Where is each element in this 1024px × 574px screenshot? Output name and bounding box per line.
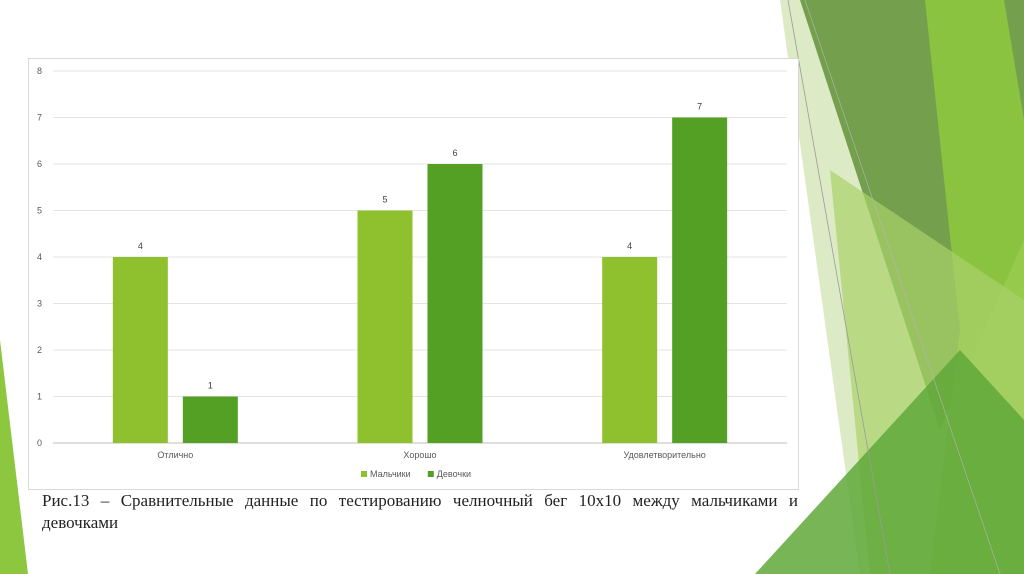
x-tick-label: Хорошо [403, 450, 436, 460]
legend-label: Девочки [437, 469, 471, 479]
legend-swatch [427, 471, 434, 477]
bar [427, 164, 483, 443]
y-axis-ticks: 0 1 2 3 4 5 6 7 8 [37, 66, 42, 448]
x-tick-label: Отлично [157, 450, 193, 460]
bar [672, 117, 728, 443]
legend: Мальчики Девочки [361, 469, 471, 479]
deco-line-2 [804, 0, 1001, 574]
data-label: 7 [697, 102, 702, 112]
y-tick-label: 4 [37, 252, 42, 262]
y-tick-label: 5 [37, 206, 42, 216]
y-tick-label: 7 [37, 113, 42, 123]
y-tick-label: 0 [37, 438, 42, 448]
bars [112, 117, 728, 443]
gridlines [53, 70, 787, 444]
deco-shape-bottom [755, 350, 1024, 574]
x-axis-ticks: Отлично Хорошо Удовлетворительно [157, 450, 705, 460]
y-tick-label: 8 [37, 66, 42, 76]
y-tick-label: 6 [37, 159, 42, 169]
data-labels: 4 1 5 6 4 7 [138, 102, 702, 391]
bar [602, 257, 658, 443]
y-tick-label: 3 [37, 299, 42, 309]
bar-chart: 0 1 2 3 4 5 6 7 8 4 1 5 6 4 7 Отлично Хорошо Удовлетвор… [37, 66, 787, 479]
bar [182, 396, 238, 443]
bar [357, 210, 413, 443]
data-label: 4 [138, 241, 143, 251]
y-tick-label: 1 [37, 392, 42, 402]
data-label: 1 [208, 381, 213, 391]
data-label: 4 [627, 241, 632, 251]
data-label: 5 [382, 195, 387, 205]
deco-line [787, 0, 891, 574]
figure-caption: Рис.13 – Сравнительные данные по тестиро… [42, 491, 798, 532]
deco-shape-left [0, 340, 28, 574]
legend-swatch [361, 471, 367, 477]
x-tick-label: Удовлетворительно [624, 450, 706, 460]
legend-label: Мальчики [370, 469, 411, 479]
y-tick-label: 2 [37, 345, 42, 355]
data-label: 6 [452, 148, 457, 158]
bar [112, 257, 168, 443]
chart-container: 0 1 2 3 4 5 6 7 8 4 1 5 6 4 7 Отлично Хорошо Удовлетвор… [28, 58, 799, 490]
